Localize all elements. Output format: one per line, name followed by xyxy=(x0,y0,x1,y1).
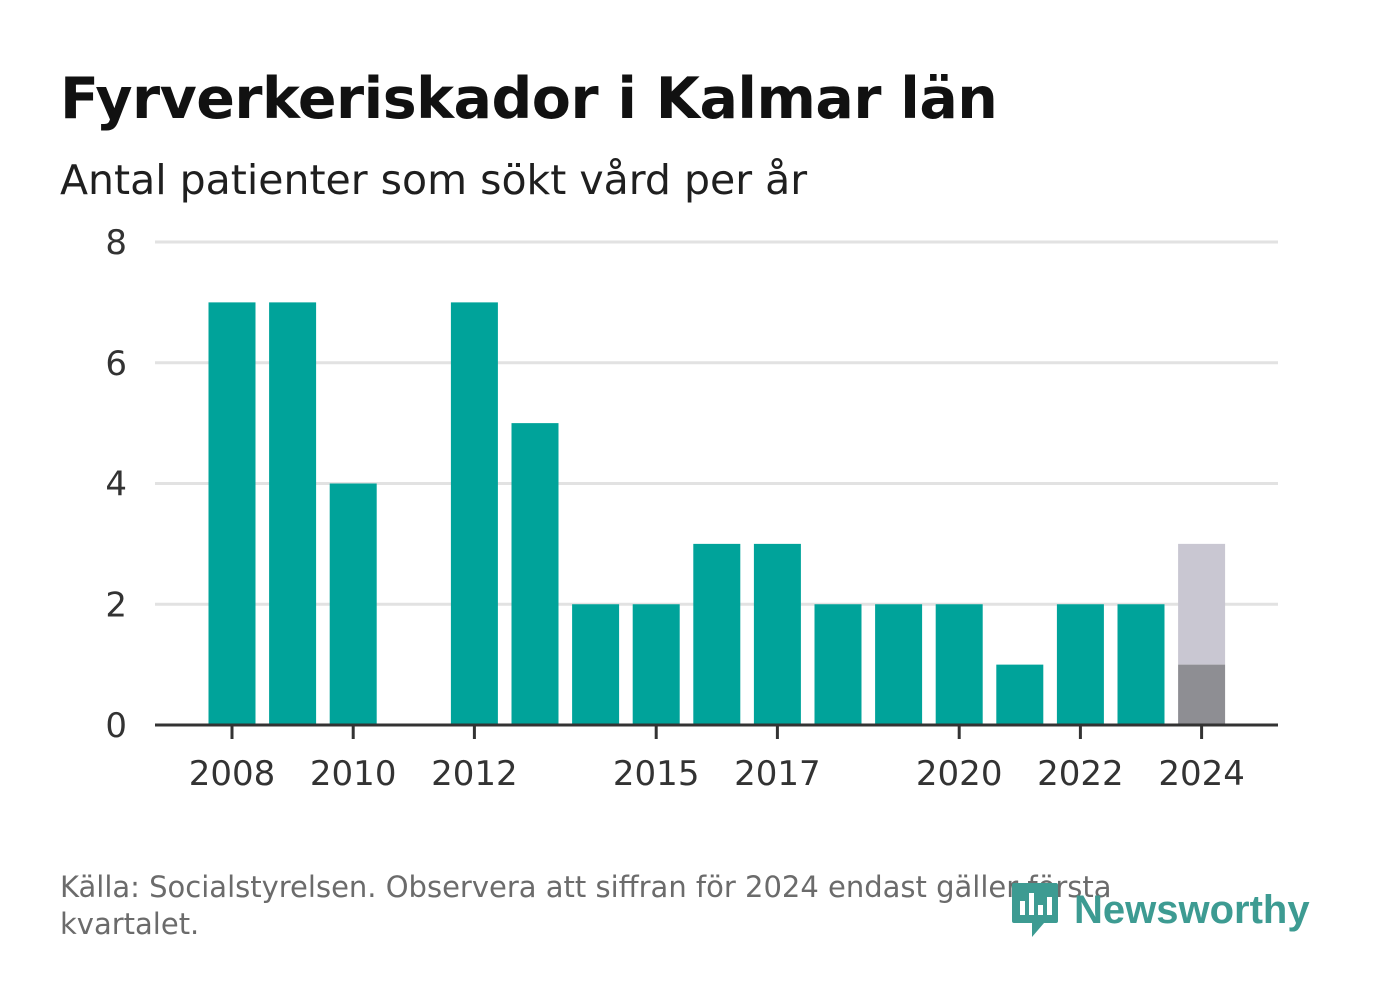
x-tick-label: 2022 xyxy=(1037,754,1124,794)
bar-2024-actual xyxy=(1178,664,1226,725)
source-note: Källa: Socialstyrelsen. Observera att si… xyxy=(60,870,1112,941)
chart-subtitle: Antal patienter som sökt vård per år xyxy=(60,156,808,204)
bar-2018 xyxy=(814,604,862,725)
x-tick-label: 2010 xyxy=(310,754,397,794)
y-tick-label: 0 xyxy=(105,706,127,746)
y-tick-label: 8 xyxy=(105,223,127,263)
newsworthy-logo: Newsworthy xyxy=(1010,880,1310,940)
bar-2021 xyxy=(996,664,1044,725)
bar-2009 xyxy=(269,302,317,725)
bar-2010 xyxy=(329,483,377,725)
bar-2008 xyxy=(208,302,256,725)
brand-name: Newsworthy xyxy=(1074,887,1310,932)
bar-2020 xyxy=(935,604,983,725)
bar-2012 xyxy=(450,302,498,725)
x-tick-label: 2012 xyxy=(431,754,518,794)
bar-2016 xyxy=(693,543,741,725)
bar-2022 xyxy=(1056,604,1104,725)
y-tick-label: 2 xyxy=(105,585,127,625)
bar-2019 xyxy=(875,604,923,725)
x-tick-label: 2024 xyxy=(1158,754,1245,794)
y-tick-label: 6 xyxy=(105,344,127,384)
newsworthy-logo-icon xyxy=(1012,883,1058,937)
bar-2023 xyxy=(1117,604,1165,725)
chart-title: Fyrverkeriskador i Kalmar län xyxy=(60,66,998,132)
x-tick-label: 2015 xyxy=(613,754,700,794)
bar-2015 xyxy=(632,604,680,725)
bar-2024-remaining xyxy=(1178,543,1226,665)
x-tick-label: 2008 xyxy=(189,754,276,794)
bar-2014 xyxy=(572,604,620,725)
bar-2017 xyxy=(753,543,801,725)
x-tick-label: 2017 xyxy=(734,754,821,794)
x-tick-label: 2020 xyxy=(916,754,1003,794)
y-tick-label: 4 xyxy=(105,465,127,505)
bar-2013 xyxy=(511,423,559,725)
